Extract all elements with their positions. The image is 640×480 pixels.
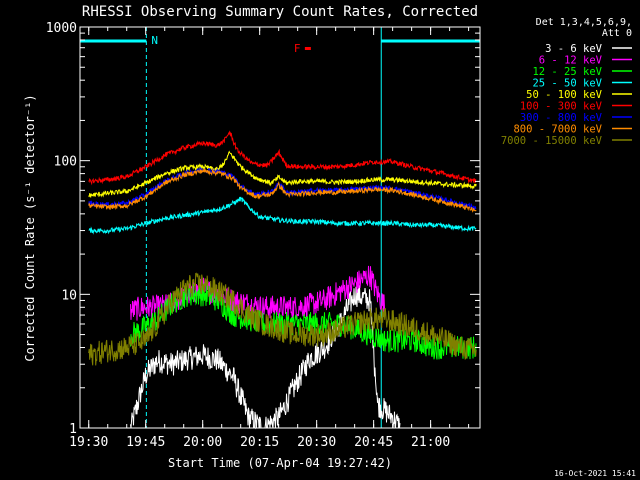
x-tick-label: 20:00 [183, 435, 222, 450]
legend-header: Det 1,3,4,5,6,9, [536, 17, 632, 28]
y-axis-label: Corrected Count Rate (s⁻¹ detector⁻¹) [23, 94, 37, 361]
annotation-n: N [151, 34, 158, 47]
legend-entry-label: 100 - 300 keV [520, 101, 603, 113]
x-tick-label: 20:15 [240, 435, 279, 450]
legend-entry-label: 800 - 7000 keV [513, 124, 602, 136]
legend-header: Att 0 [602, 28, 632, 39]
x-tick-label: 19:30 [69, 435, 108, 450]
annotation-f: F [294, 42, 301, 55]
x-tick-label: 19:45 [126, 435, 165, 450]
y-tick-label: 1000 [46, 21, 77, 36]
legend-entry-label: 3 - 6 keV [545, 43, 603, 55]
flare-flag-bar [305, 47, 311, 50]
x-tick-label: 21:00 [411, 435, 450, 450]
legend-entry-label: 50 - 100 keV [526, 89, 603, 101]
legend-entry-label: 25 - 50 keV [532, 78, 602, 90]
legend-entry-label: 7000 - 15000 keV [501, 135, 603, 147]
y-tick-label: 10 [61, 288, 77, 303]
timestamp: 16-Oct-2021 15:41 [554, 469, 636, 478]
x-axis-label: Start Time (07-Apr-04 19:27:42) [168, 456, 392, 470]
legend-entry-label: 12 - 25 keV [532, 66, 602, 78]
legend-entry-label: 6 - 12 keV [539, 55, 603, 67]
rhessi-count-rate-chart: RHESSI Observing Summary Count Rates, Co… [0, 0, 640, 480]
chart-title: RHESSI Observing Summary Count Rates, Co… [82, 4, 478, 20]
legend-entry-label: 300 - 800 keV [520, 112, 603, 124]
x-tick-label: 20:30 [297, 435, 336, 450]
x-tick-label: 20:45 [354, 435, 393, 450]
y-tick-label: 100 [54, 155, 77, 170]
